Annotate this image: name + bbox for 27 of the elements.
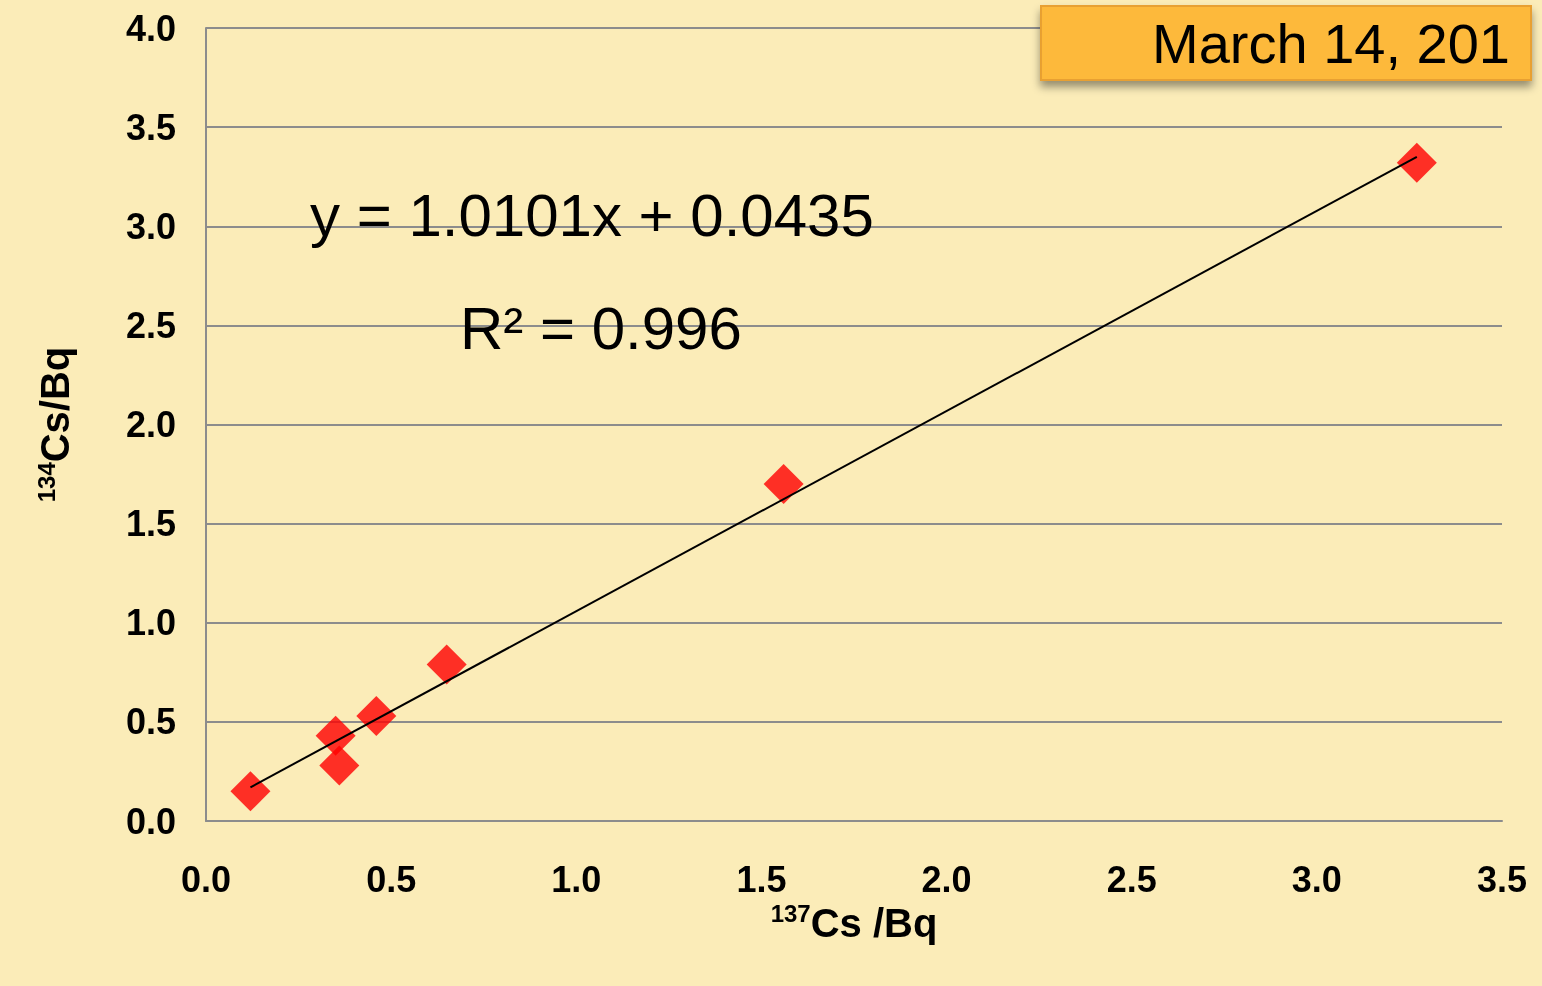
x-tick-label: 0.5 [366,858,417,900]
y-tick-label: 0.5 [125,701,176,743]
point [356,695,397,736]
x-tick-label: 0.0 [180,858,232,900]
annotation: March 14, 201 [1152,11,1510,75]
x-tick-label: 3.5 [1476,858,1528,900]
y-tick-label: 3.5 [125,106,176,148]
x-tick-label: 2.5 [1106,858,1157,900]
y-tick-label: 2.0 [125,404,176,445]
y-tick-label: 1.0 [125,602,176,644]
x-tick-label: 1.5 [736,858,787,900]
x-tick-label: 1.0 [551,858,602,900]
x-tick-label: 3.0 [1291,858,1342,900]
point [230,771,271,812]
y-tick-label: 0.0 [125,800,176,842]
annotation: R² = 0.996 [460,294,742,362]
point [763,463,804,504]
point [1396,142,1437,183]
x-tick-label: 2.0 [921,858,972,900]
y-tick-label: 3.0 [125,205,176,247]
y-tick-label: 1.5 [125,503,176,545]
y-axis-title: 134Cs/Bq [32,346,77,503]
y-tick-label: 4.0 [125,7,176,49]
annotation: y = 1.0101x + 0.0435 [310,181,874,249]
y-tick-label: 2.5 [125,304,176,346]
point [426,644,467,685]
point [319,745,360,786]
